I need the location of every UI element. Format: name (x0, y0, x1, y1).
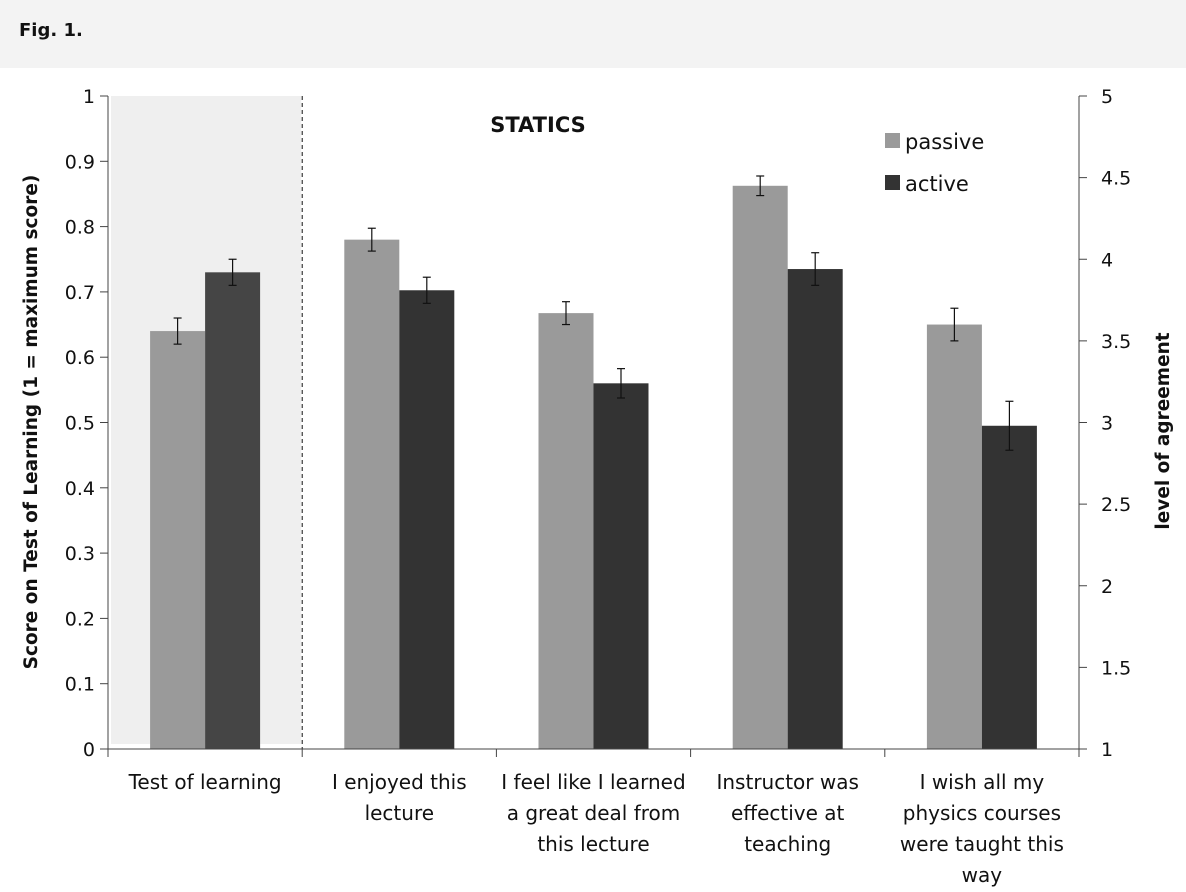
category-label-4-1: physics courses (903, 801, 1061, 825)
bar-active-2 (593, 383, 649, 749)
y-right-tick-label-7: 4.5 (1101, 168, 1131, 190)
y-right-tick-label-5: 3.5 (1101, 331, 1131, 353)
y-right-tick-label-2: 2 (1101, 576, 1113, 598)
bar-chart: 0 0.1 0.2 0.3 0.4 0.5 0.6 0.7 0.8 0.9 1 1 1.5 2 2.5 3 3.… (21, 86, 1174, 887)
y-left-tick-label-0: 0 (83, 739, 95, 761)
category-label-2-2: this lecture (537, 832, 649, 856)
bar-active-4 (981, 425, 1037, 749)
category-label-2-0: I feel like I learned (501, 770, 685, 794)
legend-swatch-passive (885, 133, 900, 148)
category-label-0-0: Test of learning (128, 770, 282, 794)
category-label-4-0: I wish all my (920, 770, 1045, 794)
y-left-tick-label-6: 0.6 (65, 347, 95, 369)
figure-label: Fig. 1. (19, 20, 83, 41)
legend-label-active: active (905, 172, 969, 196)
bar-active-3 (787, 269, 843, 749)
y-left-tick-label-4: 0.4 (65, 478, 95, 500)
bar-passive-2 (538, 313, 594, 749)
category-label-3-0: Instructor was (716, 770, 858, 794)
bars-group (150, 175, 1037, 750)
y-right-tick-label-6: 4 (1101, 249, 1113, 271)
y-right-tick-label-3: 2.5 (1101, 494, 1131, 516)
chart-title: STATICS (490, 113, 586, 137)
y-left-tick-label-10: 1 (83, 86, 95, 108)
bar-passive-3 (732, 185, 788, 750)
y-left-tick-label-5: 0.5 (65, 413, 95, 435)
y-left-tick-label-9: 0.9 (65, 151, 95, 173)
category-label-3-1: effective at (731, 801, 845, 825)
bar-passive-0 (150, 331, 206, 749)
y-left-tick-label-1: 0.1 (65, 674, 95, 696)
bar-active-1 (399, 290, 455, 749)
y-right-tick-label-8: 5 (1101, 86, 1113, 108)
category-label-4-3: way (962, 863, 1003, 887)
y-right-tick-label-4: 3 (1101, 413, 1113, 435)
category-label-2-1: a great deal from (507, 801, 681, 825)
legend-swatch-active (885, 175, 900, 190)
category-label-1-0: I enjoyed this (332, 770, 467, 794)
y-right-tick-label-0: 1 (1101, 739, 1113, 761)
y-left-tick-label-7: 0.7 (65, 282, 95, 304)
category-label-3-2: teaching (744, 832, 831, 856)
legend-label-passive: passive (905, 130, 984, 154)
category-label-4-2: were taught this (900, 832, 1064, 856)
labels-group: 0 0.1 0.2 0.3 0.4 0.5 0.6 0.7 0.8 0.9 1 1 1.5 2 2.5 3 3.… (65, 86, 1131, 887)
legend: passive active (885, 130, 984, 196)
figure-header: Fig. 1. (0, 0, 1186, 68)
bar-passive-1 (344, 239, 400, 749)
axes-group (100, 95, 1087, 757)
bar-passive-4 (926, 324, 982, 749)
category-label-1-1: lecture (365, 801, 434, 825)
y-right-tick-label-1: 1.5 (1101, 657, 1131, 679)
bar-active-0 (205, 272, 261, 749)
y-axis-right-label: level of agreement (1153, 332, 1174, 529)
y-left-tick-label-8: 0.8 (65, 217, 95, 239)
y-left-tick-label-3: 0.3 (65, 543, 95, 565)
y-left-tick-label-2: 0.2 (65, 608, 95, 630)
y-axis-left-label: Score on Test of Learning (1 = maximum s… (21, 175, 42, 670)
